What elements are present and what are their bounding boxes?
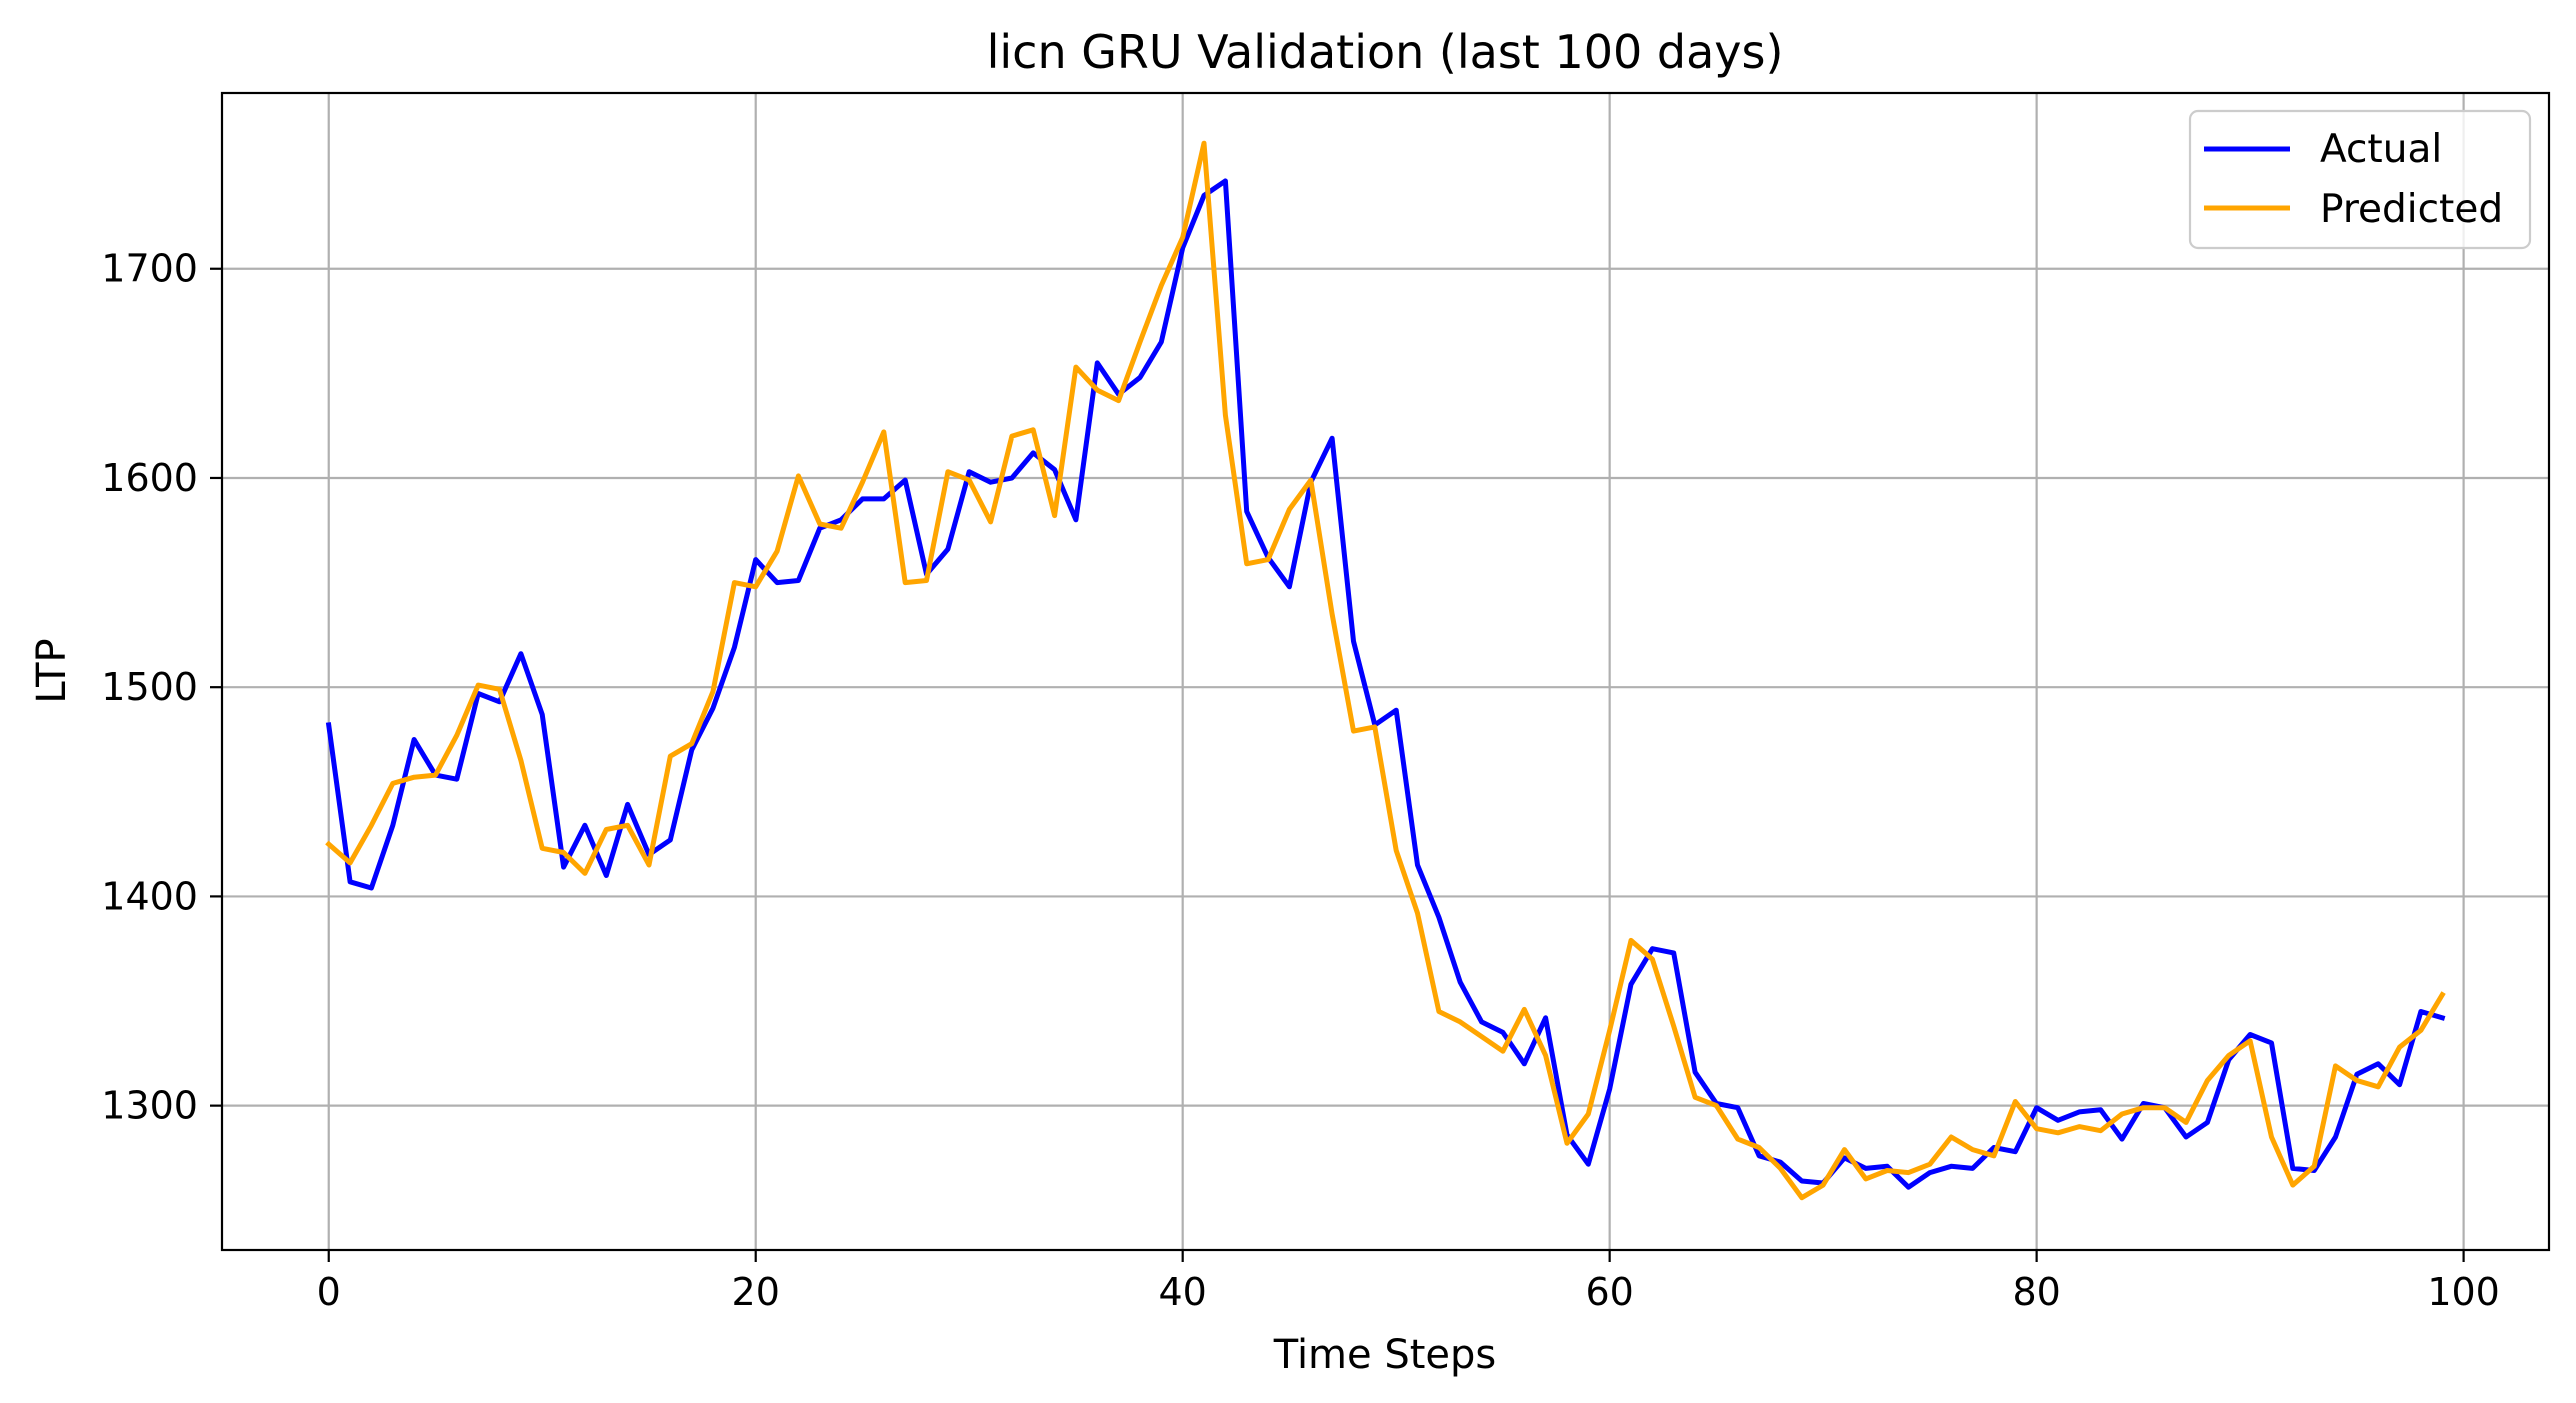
- y-axis-ticks: 1300 1400 1500 1600 1700: [101, 247, 222, 1128]
- y-tick-label: 1400: [101, 874, 198, 918]
- legend-label-actual: Actual: [2320, 127, 2442, 172]
- axes-frame: [220, 91, 2551, 1252]
- x-tick-label: 60: [1585, 1270, 1633, 1314]
- y-tick-label: 1700: [101, 247, 198, 291]
- y-tick-label: 1600: [101, 456, 198, 500]
- plot-series: [325, 140, 2446, 1201]
- x-axis-label: Time Steps: [1273, 1332, 1497, 1378]
- x-tick-label: 20: [732, 1270, 780, 1314]
- y-tick-label: 1300: [101, 1084, 198, 1128]
- series-line-predicted: [325, 140, 2446, 1201]
- x-tick-label: 80: [2012, 1270, 2060, 1314]
- x-axis-ticks: 0 20 40 60 80 100: [317, 1250, 2500, 1314]
- x-tick-label: 100: [2427, 1270, 2500, 1314]
- y-tick-label: 1500: [101, 665, 198, 709]
- series-line-actual: [325, 178, 2446, 1190]
- y-axis-label: LTP: [29, 638, 75, 703]
- chart-title: licn GRU Validation (last 100 days): [987, 25, 1784, 79]
- legend: Actual Predicted: [2188, 109, 2532, 250]
- x-tick-label: 0: [317, 1270, 341, 1314]
- legend-box: [2188, 109, 2532, 250]
- legend-label-predicted: Predicted: [2320, 187, 2503, 232]
- x-tick-label: 40: [1159, 1270, 1207, 1314]
